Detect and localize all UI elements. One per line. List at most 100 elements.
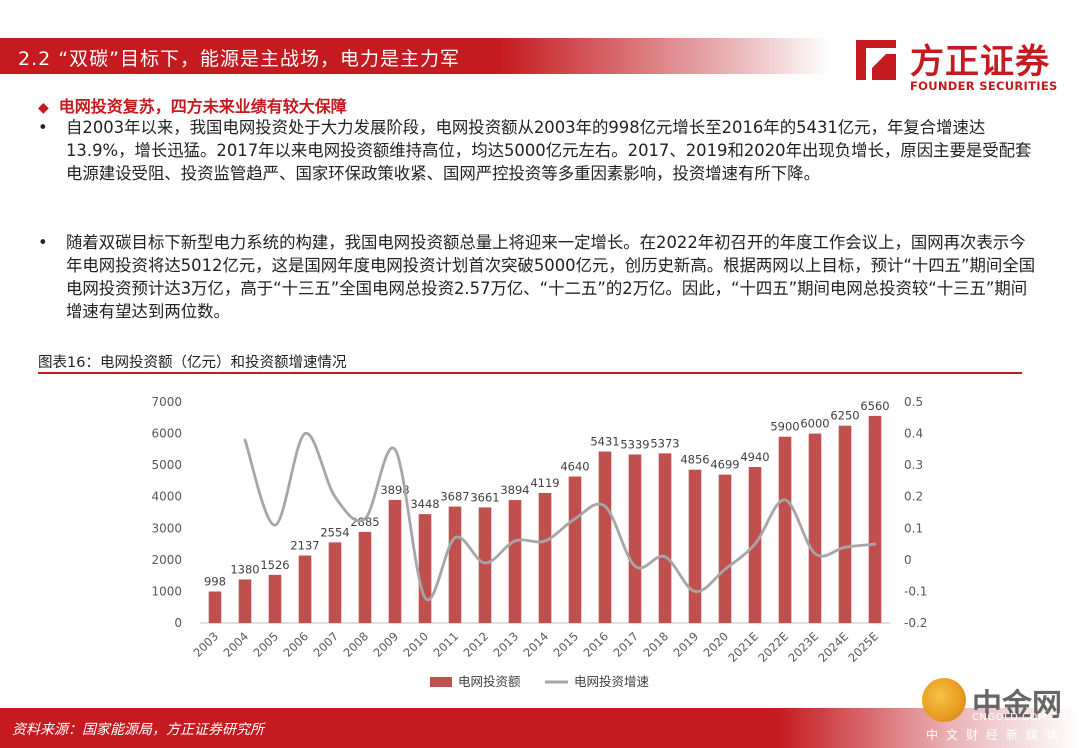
subheading-text: 电网投资复苏，四方未来业绩有较大保障 bbox=[58, 97, 347, 116]
bar-data-label: 3448 bbox=[410, 497, 439, 511]
bar bbox=[238, 579, 252, 623]
bar bbox=[388, 499, 402, 623]
bar-data-label: 5339 bbox=[620, 437, 649, 451]
bar-data-label: 3687 bbox=[440, 490, 469, 504]
bar-data-label: 5373 bbox=[650, 436, 679, 450]
bar bbox=[838, 425, 852, 623]
legend-bar-swatch bbox=[430, 677, 452, 687]
x-tick-label: 2024E bbox=[815, 629, 851, 665]
x-tick-label: 2006 bbox=[281, 629, 312, 660]
bar bbox=[208, 591, 222, 623]
bullet-icon: • bbox=[38, 118, 48, 137]
x-tick-label: 2023E bbox=[785, 629, 821, 665]
y-left-tick-label: 7000 bbox=[151, 395, 182, 409]
y-right-tick-label: 0 bbox=[904, 553, 912, 567]
y-left-tick-label: 5000 bbox=[151, 458, 182, 472]
y-right-tick-label: 0.5 bbox=[904, 395, 923, 409]
bar-data-label: 2137 bbox=[290, 539, 319, 553]
x-tick-label: 2004 bbox=[221, 629, 252, 660]
bar bbox=[568, 476, 582, 623]
bar-data-label: 4119 bbox=[530, 476, 559, 490]
x-tick-label: 2018 bbox=[641, 629, 672, 660]
x-tick-label: 2025E bbox=[845, 629, 881, 665]
bar bbox=[358, 531, 372, 623]
watermark-en: CNGOLD.COM.CN bbox=[972, 712, 1067, 723]
bar bbox=[538, 492, 552, 623]
paragraph-text: 随着双碳目标下新型电力系统的构建，我国电网投资额总量上将迎来一定增长。在2022… bbox=[66, 233, 1036, 321]
legend-bar-label: 电网投资额 bbox=[458, 674, 521, 689]
paragraph-text: 自2003年以来，我国电网投资处于大力发展阶段，电网投资额从2003年的998亿… bbox=[66, 118, 1032, 183]
bar bbox=[598, 451, 612, 623]
founder-logo-icon bbox=[856, 40, 896, 80]
y-left-tick-label: 1000 bbox=[151, 584, 182, 598]
logo-text-en: FOUNDER SECURITIES bbox=[910, 79, 1058, 93]
bar bbox=[808, 433, 822, 623]
bar bbox=[448, 506, 462, 623]
founder-logo: 方正证券 FOUNDER SECURITIES bbox=[852, 34, 1067, 96]
bar-data-label: 3894 bbox=[500, 483, 529, 497]
bar bbox=[718, 474, 732, 623]
growth-line bbox=[243, 432, 877, 602]
bar bbox=[328, 542, 342, 623]
y-right-tick-label: 0.2 bbox=[904, 490, 923, 504]
footer-bar bbox=[0, 708, 1080, 748]
bar-data-label: 4640 bbox=[560, 460, 589, 474]
bar-data-label: 998 bbox=[204, 574, 226, 588]
logo-text-cn: 方正证券 bbox=[910, 42, 1050, 82]
bar bbox=[418, 514, 432, 623]
section-title: 2.2 “双碳”目标下，能源是主战场，电力是主力军 bbox=[18, 48, 460, 70]
x-tick-label: 2017 bbox=[611, 629, 642, 660]
bar-data-label: 2885 bbox=[350, 515, 379, 529]
paragraph-1: • 自2003年以来，我国电网投资处于大力发展阶段，电网投资额从2003年的99… bbox=[38, 116, 1038, 185]
x-tick-label: 2003 bbox=[191, 629, 222, 660]
x-tick-label: 2010 bbox=[401, 629, 432, 660]
x-tick-label: 2014 bbox=[521, 629, 552, 660]
y-right-tick-label: 0.4 bbox=[904, 427, 923, 441]
bar-data-label: 5431 bbox=[590, 435, 619, 449]
bar-data-label: 5900 bbox=[770, 420, 799, 434]
bar bbox=[688, 469, 702, 623]
x-tick-label: 2009 bbox=[371, 629, 402, 660]
source-note: 资料来源：国家能源局，方正证券研究所 bbox=[12, 722, 264, 738]
x-tick-label: 2007 bbox=[311, 629, 342, 660]
x-tick-label: 2008 bbox=[341, 629, 372, 660]
figure-caption: 图表16：电网投资额（亿元）和投资额增速情况 bbox=[38, 355, 347, 371]
watermark-sub: 中文财经新媒体 bbox=[926, 728, 1067, 742]
bar-data-label: 3661 bbox=[470, 490, 499, 504]
legend-line-label: 电网投资增速 bbox=[574, 674, 650, 689]
bar bbox=[868, 415, 882, 623]
bar-data-label: 6560 bbox=[860, 399, 889, 413]
bar-data-label: 3898 bbox=[380, 483, 409, 497]
bar bbox=[298, 555, 312, 623]
x-tick-label: 2015 bbox=[551, 629, 582, 660]
y-right-tick-label: -0.1 bbox=[904, 584, 927, 598]
y-right-tick-label: 0.1 bbox=[904, 521, 923, 535]
y-right-tick-label: -0.2 bbox=[904, 616, 927, 630]
subheading: ◆ 电网投资复苏，四方未来业绩有较大保障 bbox=[38, 93, 347, 117]
figure-rule bbox=[38, 372, 1022, 374]
bar-data-label: 4940 bbox=[740, 450, 769, 464]
bar bbox=[658, 453, 672, 623]
bar-data-label: 4699 bbox=[710, 458, 739, 472]
bar-data-label: 1526 bbox=[260, 558, 289, 572]
grid-investment-chart: 0 1000 2000 3000 4000 5000 6000 7000 -0.2 -0.1 0 0.… bbox=[151, 395, 927, 689]
bar-data-label: 1380 bbox=[230, 562, 259, 576]
bar bbox=[508, 500, 522, 623]
cngold-logo-icon bbox=[922, 678, 966, 722]
y-left-tick-label: 3000 bbox=[151, 521, 182, 535]
y-left-tick-label: 2000 bbox=[151, 553, 182, 567]
x-tick-label: 2012 bbox=[461, 629, 492, 660]
diamond-bullet-icon: ◆ bbox=[38, 100, 49, 116]
x-tick-label: 2005 bbox=[251, 629, 282, 660]
bullet-icon: • bbox=[38, 233, 48, 252]
bar bbox=[478, 507, 492, 623]
x-tick-label: 2011 bbox=[431, 629, 462, 660]
x-tick-label: 2022E bbox=[755, 629, 791, 665]
bar bbox=[628, 454, 642, 623]
bar bbox=[268, 574, 282, 623]
bar-data-label: 6250 bbox=[830, 409, 859, 423]
watermark-cn: 中金网 bbox=[972, 688, 1062, 723]
bar-data-label: 6000 bbox=[800, 417, 829, 431]
y-left-tick-label: 4000 bbox=[151, 490, 182, 504]
cngold-watermark: 中金网 CNGOLD.COM.CN 中文财经新媒体 bbox=[920, 678, 1070, 744]
